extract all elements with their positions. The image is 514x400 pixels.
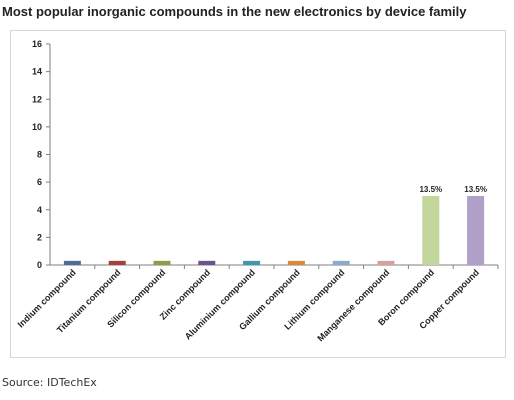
bar (467, 195, 485, 265)
bar (63, 260, 81, 265)
y-tick-label: 14 (32, 67, 42, 77)
y-tick-label: 4 (37, 205, 42, 215)
plot-frame (10, 30, 506, 358)
bar (153, 260, 171, 265)
bar (332, 260, 350, 265)
bar (287, 260, 305, 265)
bar (377, 260, 395, 265)
bar (198, 260, 216, 265)
bar (108, 260, 126, 265)
data-label: 13.5% (464, 185, 487, 194)
y-tick-label: 0 (37, 260, 42, 270)
y-tick-label: 2 (37, 232, 42, 242)
y-tick-label: 12 (32, 94, 42, 104)
y-tick-label: 16 (32, 39, 42, 49)
data-label: 13.5% (419, 185, 442, 194)
y-tick-label: 6 (37, 177, 42, 187)
y-tick-label: 8 (37, 150, 42, 160)
bar (422, 195, 440, 265)
y-tick-label: 10 (32, 122, 42, 132)
bar (243, 260, 261, 265)
chart-title: Most popular inorganic compounds in the … (2, 4, 467, 19)
source-note: Source: IDTechEx (2, 376, 97, 389)
